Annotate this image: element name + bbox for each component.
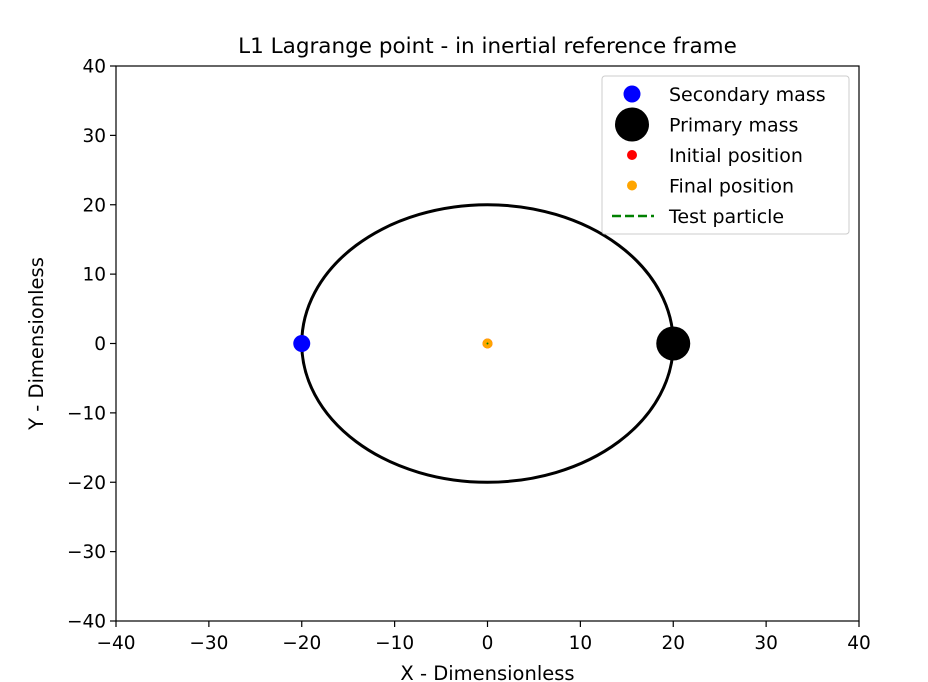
legend-initial-position-symbol [627, 150, 637, 160]
secondary-mass-marker [293, 335, 311, 352]
axes-frame [115, 65, 860, 622]
legend-secondary-mass-label: Secondary mass [669, 84, 826, 106]
x-axis-label: X - Dimensionless [400, 662, 574, 682]
y-tick-label: 20 [82, 195, 106, 216]
x-tick-label: −20 [282, 633, 321, 654]
x-tick-label: 30 [754, 633, 778, 654]
x-tick-label: −10 [375, 633, 414, 654]
legend-test-particle-label: Test particle [668, 206, 784, 228]
y-axis-label: Y - Dimensionless [25, 257, 48, 431]
y-tick-label: −20 [67, 473, 106, 494]
test-particle-point [486, 342, 489, 345]
y-axis-ticks: −40 −30 −20 −10 0 10 20 30 40 [67, 57, 116, 633]
x-axis-ticks: −40 −30 −20 −10 0 10 20 30 40 [96, 621, 871, 654]
y-tick-label: 40 [82, 57, 106, 78]
y-tick-label: −30 [67, 542, 106, 563]
y-tick-label: 10 [82, 265, 106, 286]
legend-box [601, 75, 850, 235]
legend-final-position-symbol [627, 180, 637, 191]
x-tick-label: −40 [96, 633, 135, 654]
legend-entries: Secondary mass Primary mass Initial positi… [612, 84, 826, 228]
legend: Secondary mass Primary mass Initial positi… [601, 75, 850, 235]
y-tick-label: 30 [82, 126, 106, 147]
legend-initial-position-label: Initial position [669, 145, 803, 167]
y-tick-label: −10 [67, 403, 106, 424]
primary-mass-marker [656, 326, 691, 361]
plot-area [293, 203, 691, 484]
y-tick-label: 0 [94, 334, 106, 355]
legend-primary-mass-label: Primary mass [669, 115, 798, 137]
x-tick-label: −30 [189, 633, 228, 654]
x-tick-label: 0 [482, 633, 494, 654]
y-tick-label: −40 [67, 612, 106, 633]
legend-secondary-mass-symbol [623, 85, 641, 103]
x-tick-label: 40 [847, 633, 871, 654]
x-tick-label: 10 [569, 633, 593, 654]
chart-title: L1 Lagrange point - in inertial referenc… [238, 34, 737, 59]
legend-primary-mass-symbol [615, 107, 649, 142]
legend-final-position-label: Final position [669, 176, 794, 198]
x-tick-label: 20 [661, 633, 685, 654]
